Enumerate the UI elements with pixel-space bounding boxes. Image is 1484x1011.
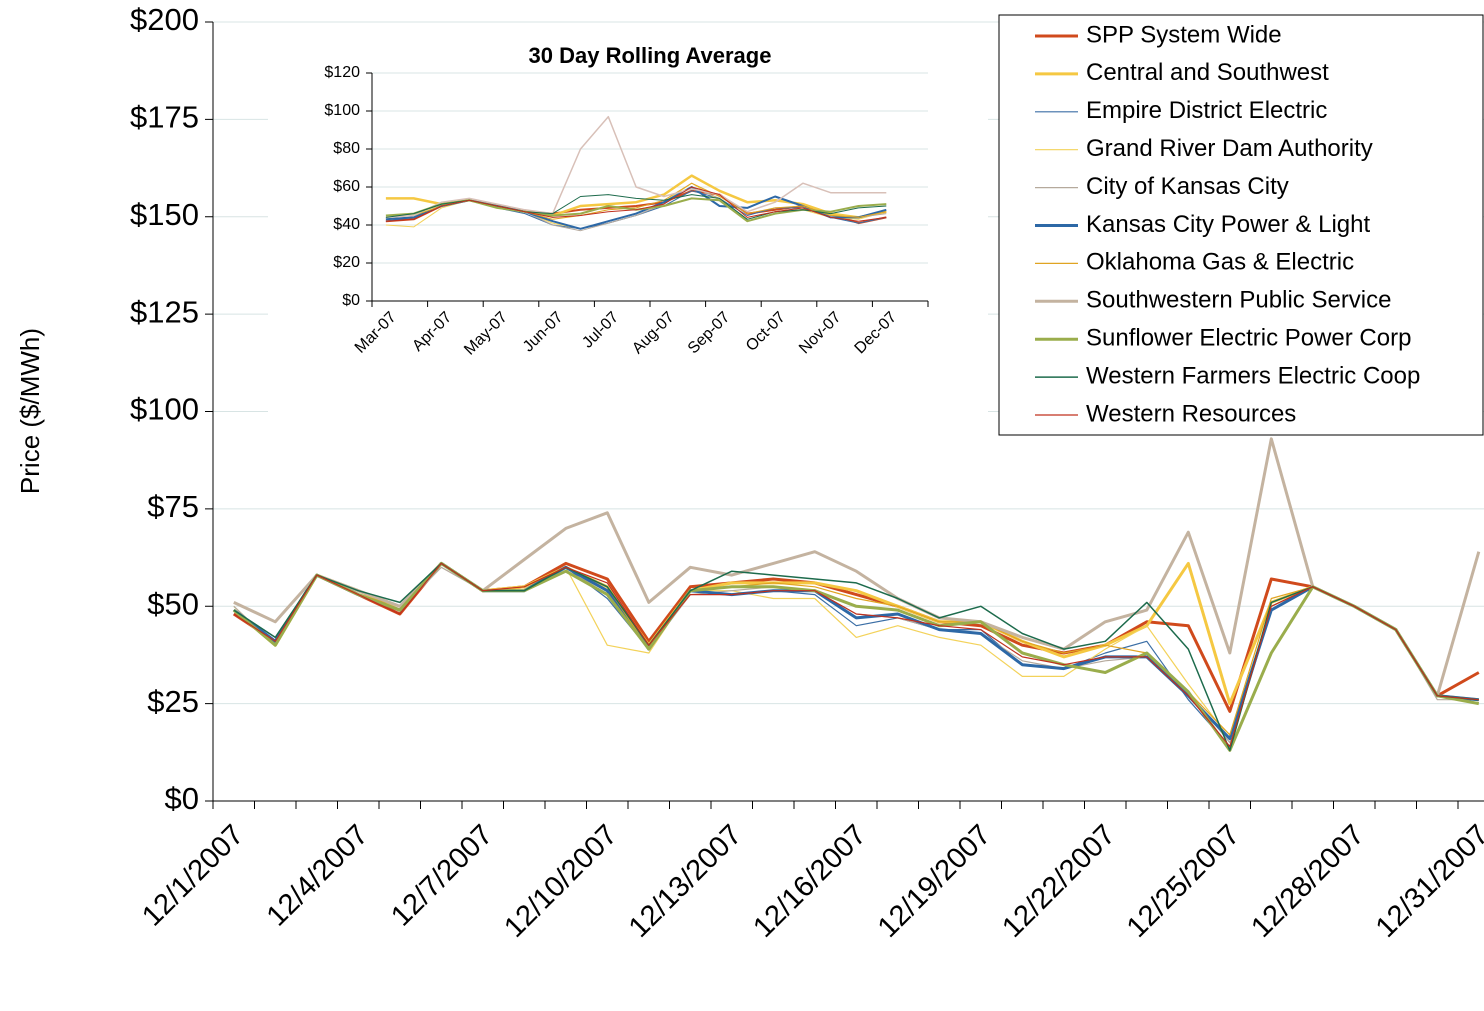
y-axis-title: Price ($/MWh) <box>15 328 45 494</box>
legend-label: City of Kansas City <box>1086 173 1289 200</box>
x-tick-label: 12/22/2007 <box>996 819 1121 944</box>
y-tick-label: $40 <box>333 216 360 233</box>
x-tick-label: 12/10/2007 <box>498 819 623 944</box>
x-tick-label: 12/7/2007 <box>385 819 499 933</box>
y-tick-label: $200 <box>130 2 199 37</box>
y-tick-label: $20 <box>333 254 360 271</box>
y-tick-label: $120 <box>324 64 360 81</box>
y-tick-label: $125 <box>130 294 199 329</box>
series-line <box>385 115 887 219</box>
legend-label: Central and Southwest <box>1086 59 1329 86</box>
y-tick-label: $100 <box>324 102 360 119</box>
y-tick-label: $0 <box>165 781 199 816</box>
legend-label: Western Resources <box>1086 400 1296 427</box>
y-tick-label: $50 <box>147 586 199 621</box>
legend-label: SPP System Wide <box>1086 21 1282 48</box>
legend-label: Southwestern Public Service <box>1086 287 1391 314</box>
chart-title: 30 Day Rolling Average <box>529 43 772 68</box>
legend-label: Sunflower Electric Power Corp <box>1086 325 1411 352</box>
legend-label: Empire District Electric <box>1086 97 1327 124</box>
series-line <box>233 437 1481 698</box>
x-tick-label: 12/16/2007 <box>747 819 872 944</box>
legend-box <box>998 14 1484 436</box>
y-tick-label: $150 <box>130 197 199 232</box>
y-tick-label: $25 <box>147 684 199 719</box>
y-tick-label: $75 <box>147 489 199 524</box>
y-tick-label: $0 <box>342 292 360 309</box>
x-tick-label: 12/4/2007 <box>261 819 375 933</box>
y-tick-label: $60 <box>333 178 360 195</box>
x-tick-label: 12/19/2007 <box>872 819 997 944</box>
y-tick-label: $100 <box>130 392 199 427</box>
x-tick-label: 12/13/2007 <box>623 819 748 944</box>
legend-label: Grand River Dam Authority <box>1086 135 1373 162</box>
series-line <box>233 562 1479 748</box>
x-tick-label: 12/28/2007 <box>1245 819 1370 944</box>
y-tick-label: $175 <box>130 100 199 135</box>
x-tick-label: 12/1/2007 <box>136 819 250 933</box>
series-line <box>385 186 887 222</box>
legend-label: Oklahoma Gas & Electric <box>1086 249 1354 276</box>
x-tick-label: 12/25/2007 <box>1121 819 1246 944</box>
inset-background <box>268 40 988 412</box>
x-tick-label: 12/31/2007 <box>1370 819 1484 944</box>
y-tick-label: $80 <box>333 140 360 157</box>
legend-label: Western Farmers Electric Coop <box>1086 362 1420 389</box>
legend-label: Kansas City Power & Light <box>1086 211 1370 238</box>
